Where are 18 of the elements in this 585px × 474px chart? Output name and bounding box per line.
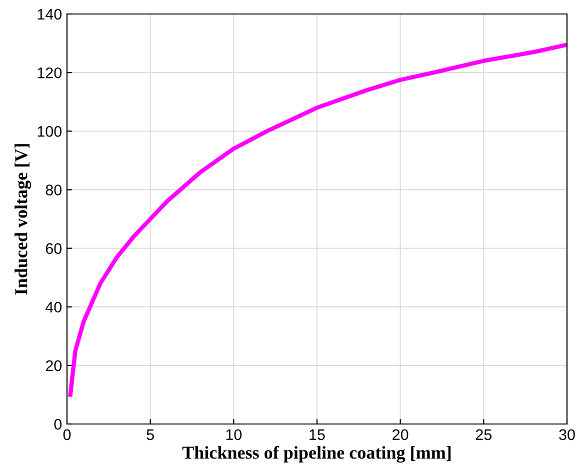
x-tick-label: 30 (559, 429, 575, 440)
x-tick-label: 10 (226, 429, 242, 440)
y-tick-label: 100 (38, 126, 62, 137)
y-tick-label: 140 (38, 8, 62, 20)
x-axis-title: Thickness of pipeline coating [mm] (182, 446, 451, 463)
x-tick-label: 20 (392, 429, 408, 440)
y-tick-label: 40 (46, 302, 62, 313)
y-tick-label: 80 (46, 184, 62, 196)
y-tick-label: 60 (46, 243, 62, 254)
y-axis-title: Induced voltage [V] (14, 144, 32, 295)
line-series (68, 42, 567, 397)
y-tick-label: 0 (54, 418, 62, 430)
x-tick-label: 25 (476, 429, 492, 440)
x-tick-label: 15 (310, 429, 325, 440)
x-tick-label: 5 (146, 429, 154, 440)
y-tick-label: 120 (38, 67, 62, 78)
y-tick-label: 20 (46, 360, 62, 372)
x-tick-label: 0 (63, 429, 71, 440)
